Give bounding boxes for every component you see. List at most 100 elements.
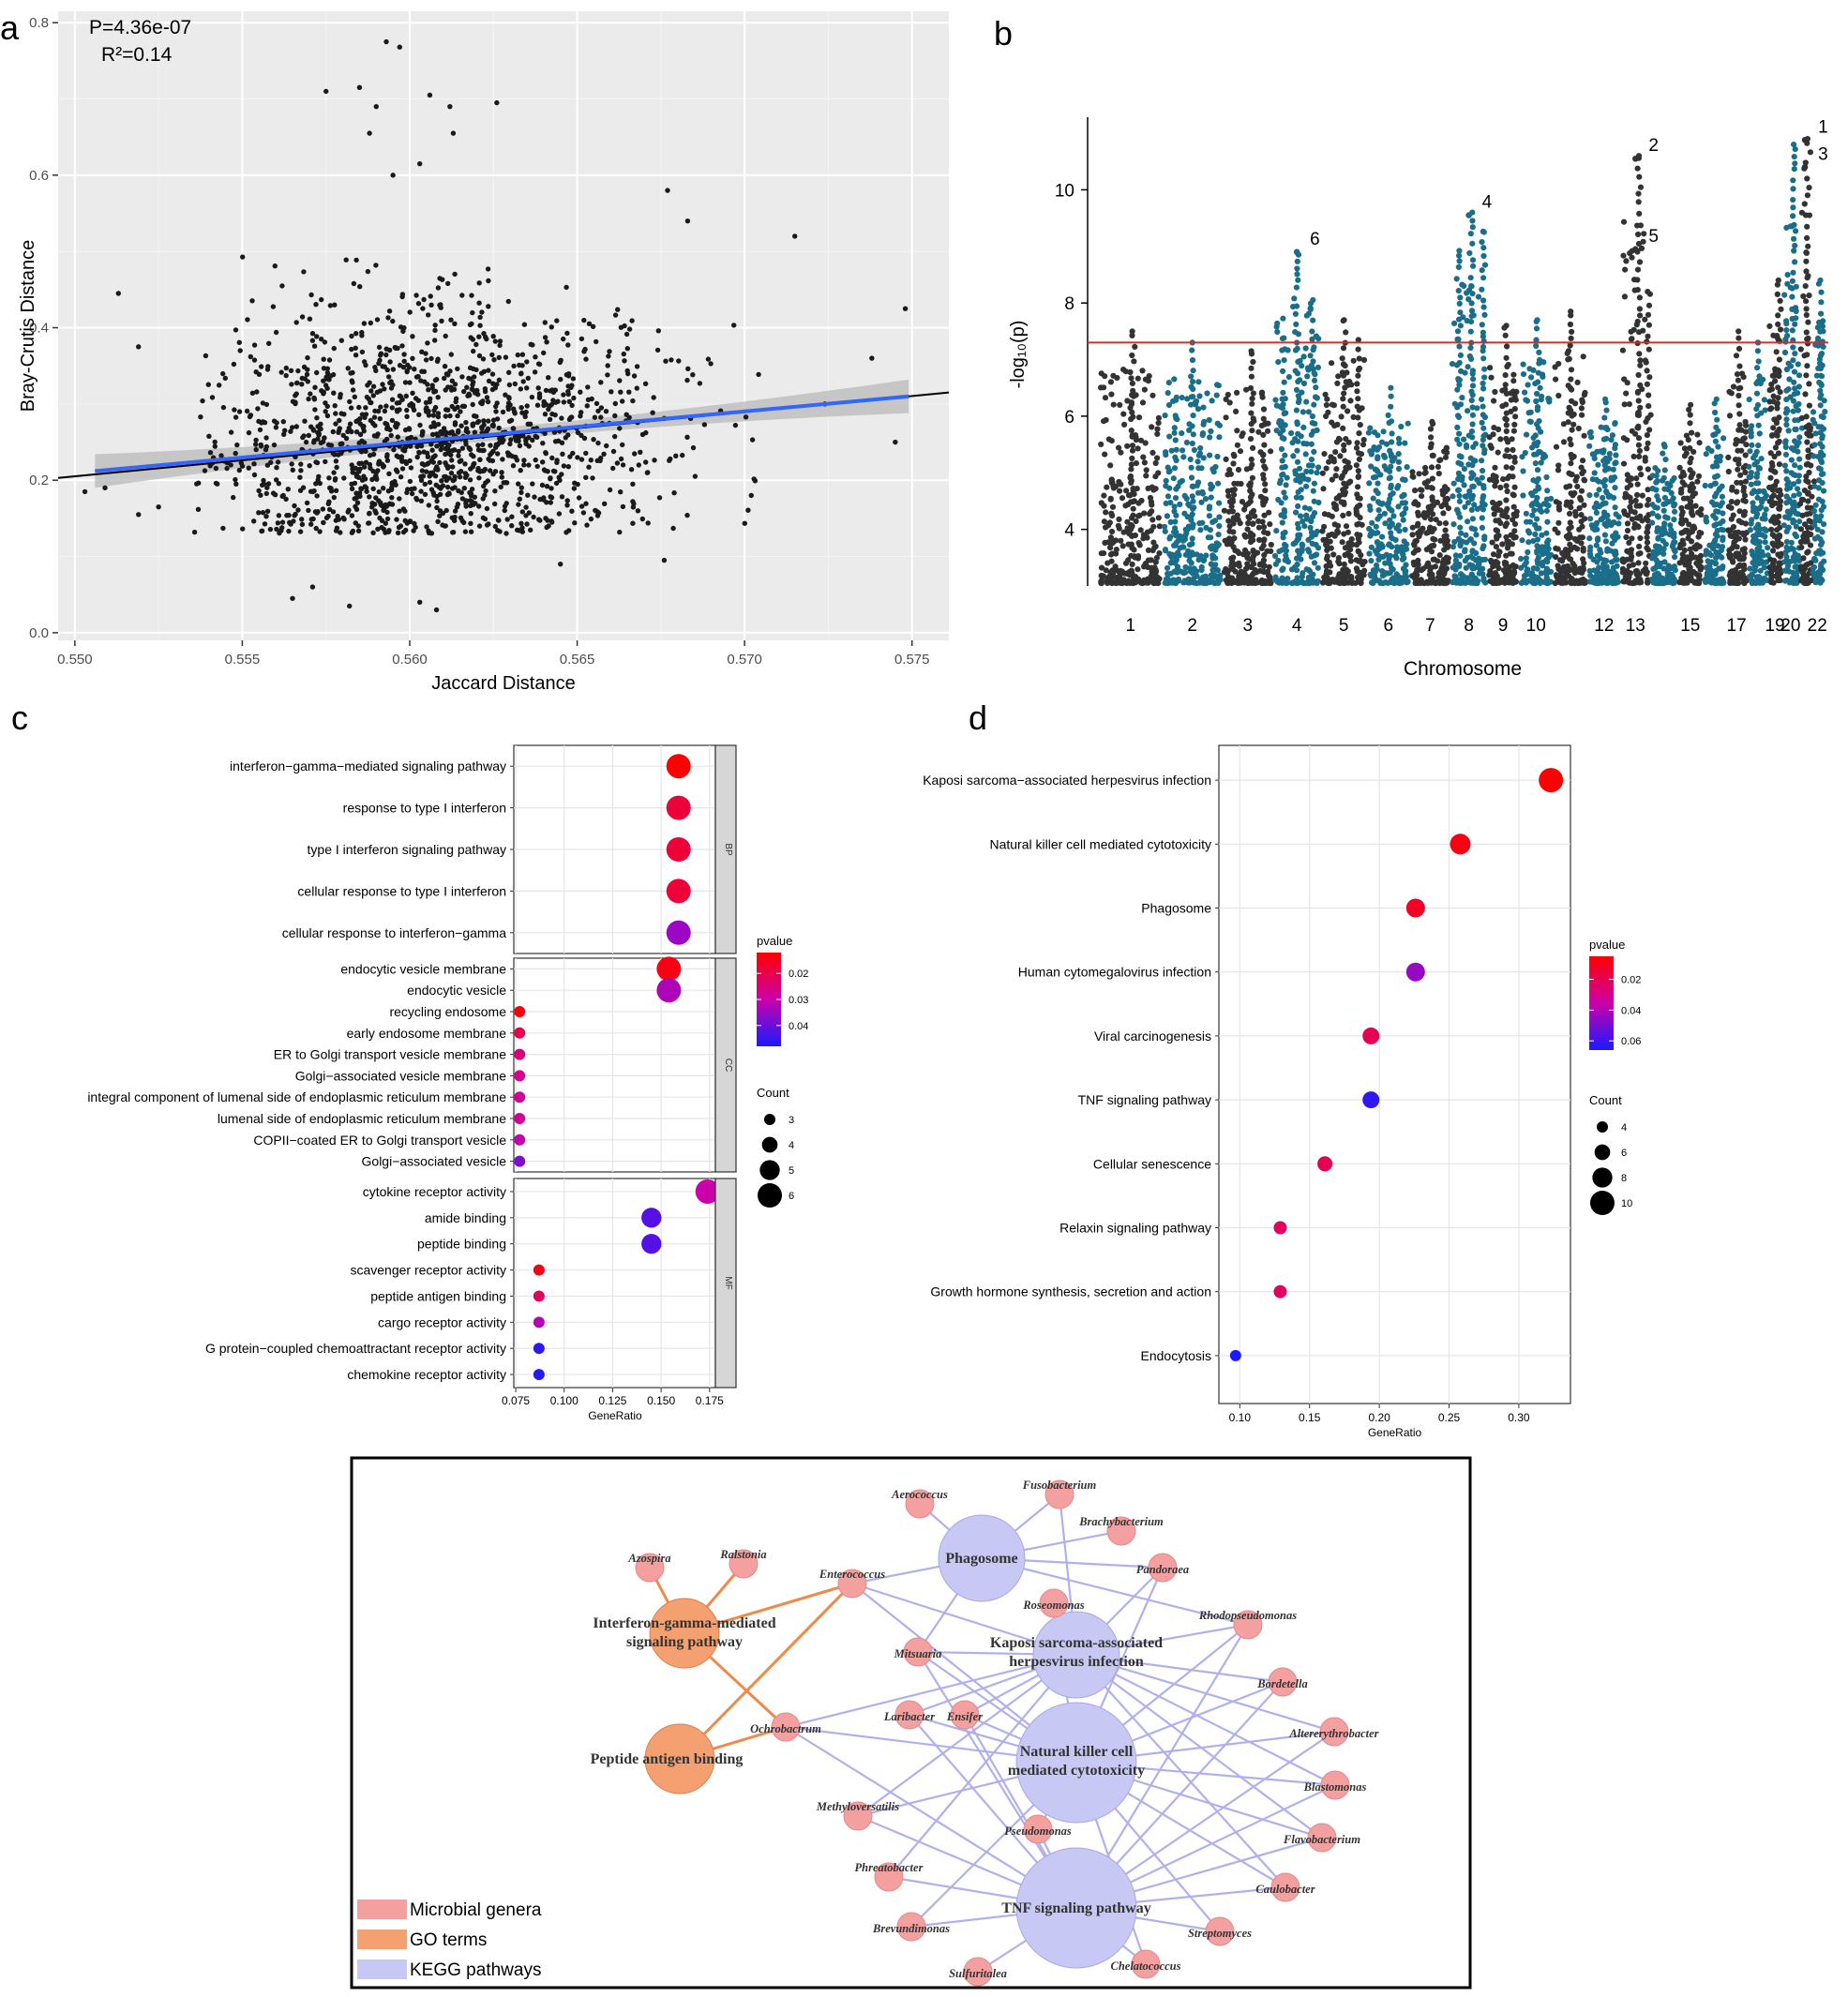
snp-point — [1479, 524, 1485, 532]
snp-point — [1480, 403, 1486, 410]
data-point — [393, 345, 398, 352]
snp-point — [1640, 238, 1646, 245]
data-point — [359, 460, 365, 466]
snp-point — [1646, 374, 1653, 381]
snp-point — [1465, 408, 1471, 414]
data-point — [486, 304, 491, 309]
snp-point — [1456, 430, 1463, 437]
snp-point — [1645, 487, 1651, 493]
data-point — [645, 470, 651, 475]
snp-point — [1649, 576, 1656, 582]
snp-point — [1455, 263, 1462, 270]
data-point — [412, 367, 417, 372]
data-point — [352, 394, 357, 399]
data-point — [413, 293, 419, 298]
data-point — [548, 324, 554, 330]
snp-point — [1456, 577, 1464, 584]
data-point — [632, 451, 638, 457]
snp-point — [1326, 458, 1332, 465]
snp-point — [1189, 549, 1195, 556]
snp-point — [1672, 554, 1678, 561]
snp-point — [1555, 392, 1562, 399]
snp-point — [1457, 323, 1464, 329]
snp-point — [1428, 441, 1435, 447]
snp-point — [1613, 530, 1619, 536]
data-point — [384, 436, 390, 443]
snp-point — [1480, 304, 1487, 310]
snp-point — [1491, 425, 1497, 431]
snp-point — [1491, 398, 1497, 404]
snp-point — [1389, 439, 1395, 445]
snp-point — [1644, 445, 1650, 452]
snp-point — [1475, 293, 1482, 300]
snp-point — [1470, 263, 1477, 269]
data-point — [279, 519, 286, 525]
snp-point — [1190, 413, 1196, 419]
snp-point — [1520, 361, 1526, 368]
data-point — [299, 382, 305, 387]
snp-point — [1672, 577, 1678, 584]
snp-point — [1171, 425, 1178, 431]
snp-point — [1341, 501, 1347, 508]
snp-point — [1347, 478, 1354, 485]
snp-point — [1525, 578, 1533, 584]
data-point — [302, 376, 308, 382]
snp-point — [1229, 566, 1237, 573]
snp-point — [1272, 577, 1279, 583]
data-point — [544, 484, 550, 489]
snp-point — [1309, 420, 1315, 427]
data-point — [357, 431, 364, 438]
data-point — [492, 523, 498, 530]
snp-point — [1375, 499, 1382, 505]
snp-point — [1435, 463, 1441, 470]
data-point — [442, 364, 448, 369]
data-point — [486, 378, 492, 384]
snp-point — [1249, 428, 1255, 434]
snp-point — [1181, 578, 1188, 584]
data-point — [583, 474, 589, 480]
data-point — [357, 284, 363, 290]
snp-point — [1468, 355, 1475, 362]
snp-point — [1355, 484, 1361, 490]
snp-point — [1593, 542, 1600, 548]
data-point — [458, 423, 464, 428]
data-point — [488, 450, 495, 456]
data-point — [484, 505, 490, 512]
snp-point — [1492, 483, 1498, 489]
snp-point — [1415, 557, 1421, 564]
snp-point — [1661, 467, 1668, 473]
data-point — [502, 503, 508, 509]
snp-point — [1152, 459, 1159, 467]
snp-point — [1200, 404, 1207, 411]
data-point — [408, 465, 414, 471]
snp-point — [1603, 407, 1610, 413]
data-point — [321, 389, 326, 395]
data-point — [485, 398, 491, 405]
data-point — [206, 433, 212, 439]
snp-point — [1636, 543, 1643, 550]
data-point — [426, 503, 432, 508]
snp-point — [1624, 485, 1630, 491]
snp-point — [1340, 396, 1346, 402]
snp-point — [1533, 337, 1540, 343]
data-point — [264, 485, 270, 490]
snp-point — [1128, 428, 1134, 434]
snp-point — [1129, 561, 1135, 568]
snp-point — [1355, 468, 1361, 474]
snp-point — [1143, 473, 1149, 479]
snp-point — [1568, 376, 1574, 383]
snp-point — [1110, 539, 1117, 546]
data-point — [429, 383, 435, 388]
data-point — [306, 396, 311, 402]
snp-point — [1212, 566, 1219, 573]
data-point — [312, 407, 318, 413]
data-point — [375, 468, 381, 473]
snp-point — [1469, 565, 1476, 572]
snp-point — [1141, 459, 1148, 466]
snp-point — [1106, 519, 1113, 526]
data-point — [542, 335, 548, 340]
data-point — [470, 401, 475, 408]
data-point — [483, 488, 488, 494]
snp-point — [1320, 536, 1327, 544]
data-point — [387, 359, 393, 365]
